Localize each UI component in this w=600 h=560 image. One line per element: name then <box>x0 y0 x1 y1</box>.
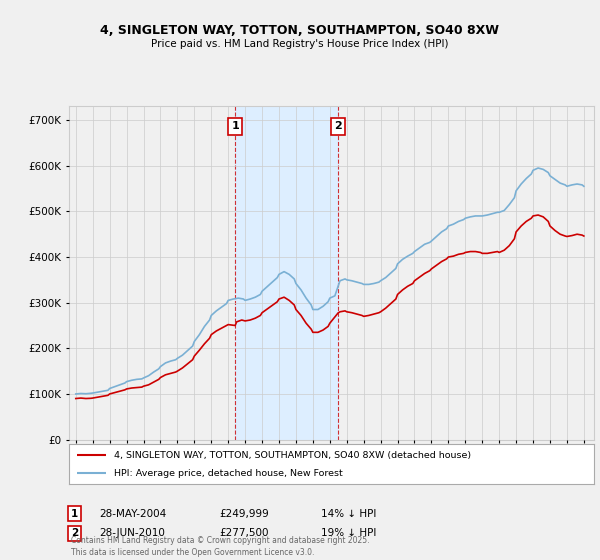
Text: 2: 2 <box>334 122 342 132</box>
Text: Contains HM Land Registry data © Crown copyright and database right 2025.
This d: Contains HM Land Registry data © Crown c… <box>71 536 370 557</box>
Text: £277,500: £277,500 <box>219 528 269 538</box>
Text: 28-MAY-2004: 28-MAY-2004 <box>99 508 166 519</box>
Text: Price paid vs. HM Land Registry's House Price Index (HPI): Price paid vs. HM Land Registry's House … <box>151 39 449 49</box>
Text: 4, SINGLETON WAY, TOTTON, SOUTHAMPTON, SO40 8XW (detached house): 4, SINGLETON WAY, TOTTON, SOUTHAMPTON, S… <box>113 451 471 460</box>
Text: 28-JUN-2010: 28-JUN-2010 <box>99 528 165 538</box>
Text: 14% ↓ HPI: 14% ↓ HPI <box>321 508 376 519</box>
Text: 2: 2 <box>71 528 78 538</box>
Text: HPI: Average price, detached house, New Forest: HPI: Average price, detached house, New … <box>113 469 343 478</box>
Bar <box>235 106 338 440</box>
Text: 4, SINGLETON WAY, TOTTON, SOUTHAMPTON, SO40 8XW: 4, SINGLETON WAY, TOTTON, SOUTHAMPTON, S… <box>101 24 499 37</box>
Text: 1: 1 <box>231 122 239 132</box>
Text: 19% ↓ HPI: 19% ↓ HPI <box>321 528 376 538</box>
Text: £249,999: £249,999 <box>219 508 269 519</box>
Text: 1: 1 <box>71 508 78 519</box>
